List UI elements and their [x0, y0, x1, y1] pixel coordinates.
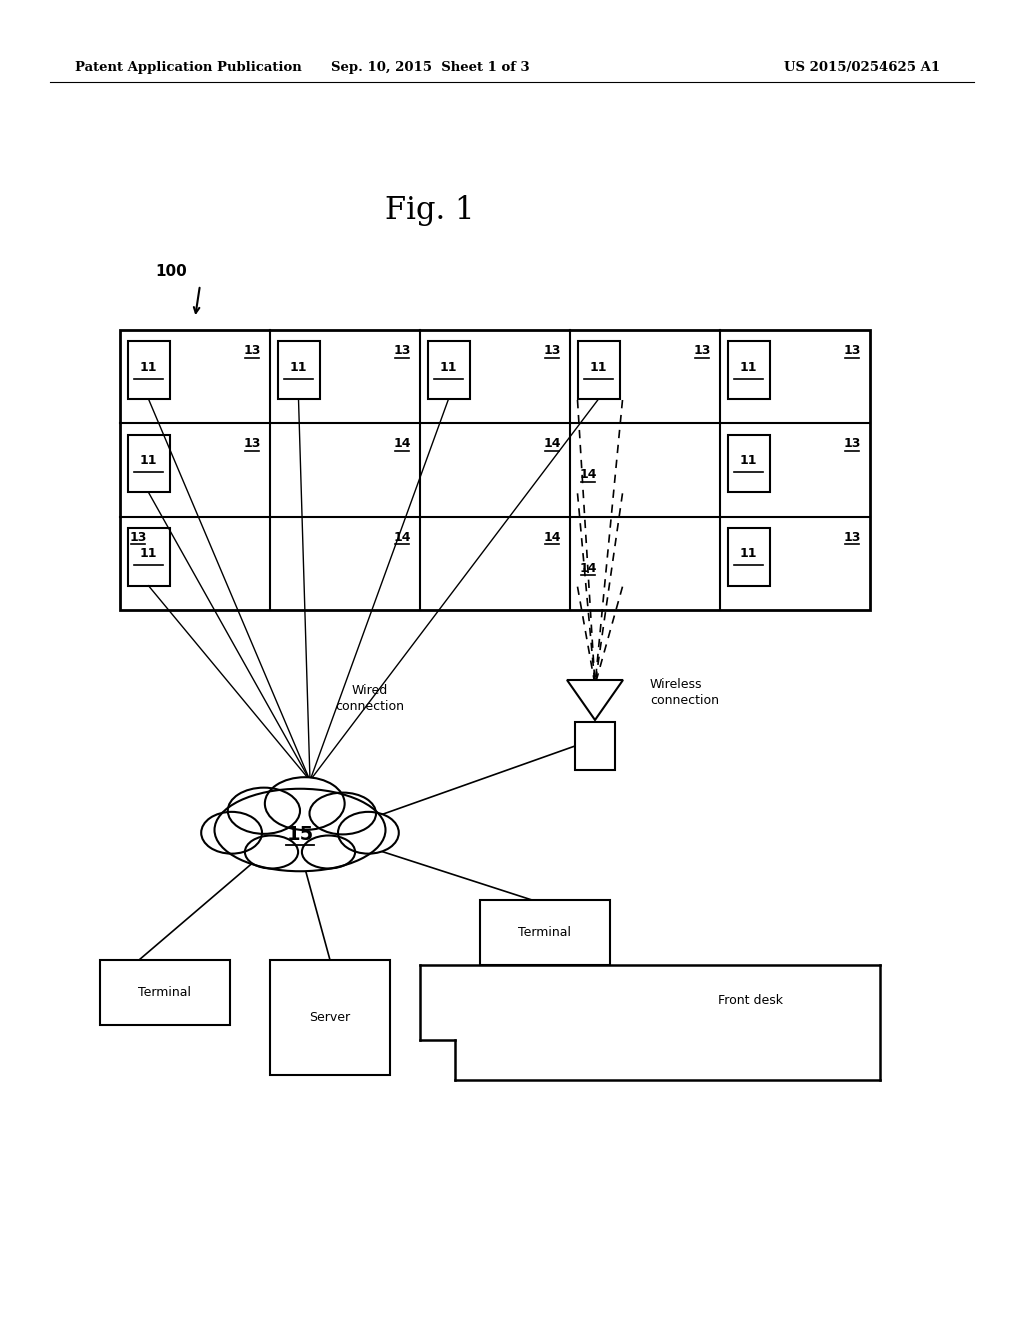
Text: Wired: Wired: [352, 684, 388, 697]
Text: 13: 13: [393, 345, 411, 356]
Text: 11: 11: [590, 360, 607, 374]
Text: 13: 13: [693, 345, 711, 356]
Text: 11: 11: [739, 548, 758, 561]
Ellipse shape: [201, 812, 262, 854]
Text: 11: 11: [139, 360, 158, 374]
Text: Terminal: Terminal: [138, 986, 191, 999]
Ellipse shape: [214, 789, 385, 871]
Text: 13: 13: [844, 531, 861, 544]
Text: Front desk: Front desk: [718, 994, 782, 1006]
Text: 15: 15: [287, 825, 313, 845]
Bar: [128, 528, 170, 586]
Ellipse shape: [338, 812, 398, 854]
Bar: [727, 528, 769, 586]
Text: connection: connection: [336, 700, 404, 713]
Bar: [727, 341, 769, 399]
Text: 13: 13: [544, 345, 561, 356]
Ellipse shape: [245, 836, 298, 869]
Text: 13: 13: [244, 437, 261, 450]
Polygon shape: [567, 680, 623, 719]
Text: 11: 11: [139, 548, 158, 561]
Bar: [727, 434, 769, 492]
Text: 13: 13: [844, 345, 861, 356]
Text: US 2015/0254625 A1: US 2015/0254625 A1: [784, 62, 940, 74]
Text: Server: Server: [309, 1011, 350, 1024]
Text: 100: 100: [155, 264, 186, 280]
Text: 14: 14: [393, 437, 411, 450]
Bar: [480, 900, 610, 965]
Text: Terminal: Terminal: [518, 927, 571, 939]
Text: 14: 14: [544, 531, 561, 544]
Text: 14: 14: [544, 437, 561, 450]
Text: Patent Application Publication: Patent Application Publication: [75, 62, 302, 74]
Text: 13: 13: [129, 531, 146, 544]
Bar: [575, 722, 615, 770]
Bar: [578, 341, 620, 399]
Text: 14: 14: [393, 531, 411, 544]
Bar: [120, 330, 870, 610]
Ellipse shape: [302, 836, 355, 869]
Text: 13: 13: [244, 345, 261, 356]
Text: 11: 11: [439, 360, 458, 374]
Text: Fig. 1: Fig. 1: [385, 194, 475, 226]
Ellipse shape: [265, 777, 345, 830]
Bar: [278, 341, 319, 399]
Text: Sep. 10, 2015  Sheet 1 of 3: Sep. 10, 2015 Sheet 1 of 3: [331, 62, 529, 74]
Ellipse shape: [309, 792, 376, 834]
Bar: [100, 960, 230, 1026]
Bar: [270, 960, 390, 1074]
Text: 11: 11: [139, 454, 158, 467]
Text: 11: 11: [739, 360, 758, 374]
Ellipse shape: [227, 788, 300, 834]
Text: 11: 11: [739, 454, 758, 467]
Bar: [427, 341, 469, 399]
Bar: [128, 434, 170, 492]
Text: 11: 11: [290, 360, 307, 374]
Text: 13: 13: [844, 437, 861, 450]
Text: 14: 14: [580, 561, 597, 574]
Bar: [128, 341, 170, 399]
Text: 14: 14: [580, 469, 597, 482]
Text: Wireless: Wireless: [650, 678, 702, 692]
Text: connection: connection: [650, 694, 719, 708]
